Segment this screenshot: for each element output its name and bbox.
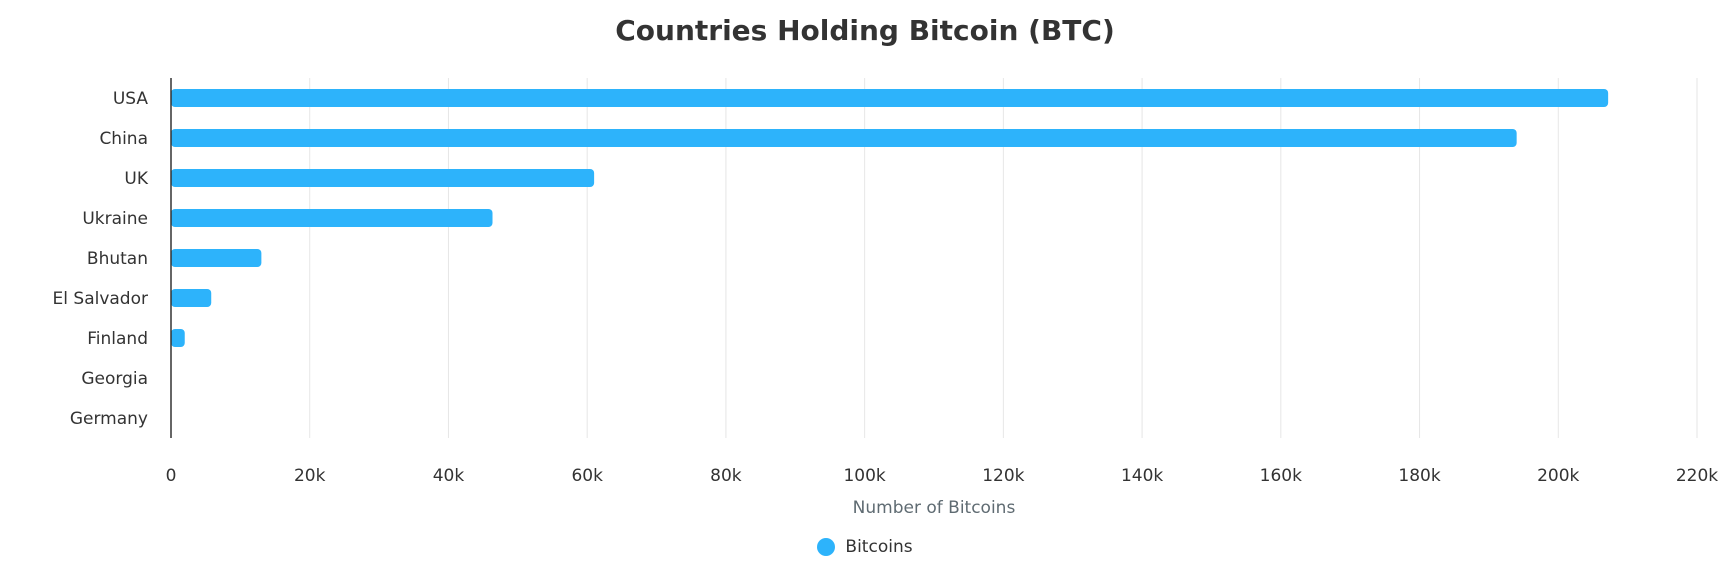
chart-title: Countries Holding Bitcoin (BTC): [615, 14, 1115, 47]
legend[interactable]: Bitcoins: [0, 537, 1730, 557]
x-tick-label: 20k: [294, 466, 326, 486]
category-label: USA: [113, 89, 149, 109]
x-tick-label: 200k: [1537, 466, 1579, 486]
category-label: El Salvador: [53, 289, 148, 309]
category-label: UK: [124, 169, 148, 189]
x-tick-label: 120k: [982, 466, 1024, 486]
category-label: Ukraine: [82, 209, 148, 229]
bar[interactable]: [171, 209, 493, 227]
category-label: Georgia: [81, 369, 148, 389]
category-labels: USA China UK Ukraine Bhutan El Salvador Finlan…: [53, 89, 149, 429]
bar[interactable]: [171, 169, 595, 187]
bars: [171, 89, 1609, 347]
x-tick-label: 40k: [433, 466, 465, 486]
legend-label[interactable]: Bitcoins: [845, 537, 913, 557]
x-tick-label: 0: [166, 466, 177, 486]
category-label: Finland: [87, 329, 148, 349]
x-tick-label: 60k: [571, 466, 603, 486]
legend-marker: [817, 538, 836, 556]
x-tick-label: 80k: [710, 466, 742, 486]
bar[interactable]: [171, 89, 1609, 107]
x-tick-label: 180k: [1398, 466, 1440, 486]
x-tick-label: 140k: [1121, 466, 1163, 486]
bar[interactable]: [171, 329, 185, 347]
category-label: Bhutan: [87, 249, 148, 269]
x-tick-label: 220k: [1676, 466, 1718, 486]
x-tick-label: 100k: [843, 466, 885, 486]
category-label: China: [99, 129, 148, 149]
x-tick-labels: 0 20k 40k 60k 80k 100k 120k 140k 160k 180k 200k 220…: [166, 466, 1719, 486]
bar[interactable]: [171, 289, 212, 307]
x-axis-title: Number of Bitcoins: [853, 498, 1016, 518]
x-tick-label: 160k: [1260, 466, 1302, 486]
bar[interactable]: [171, 249, 262, 267]
bar[interactable]: [171, 129, 1517, 147]
category-label: Germany: [70, 409, 148, 429]
